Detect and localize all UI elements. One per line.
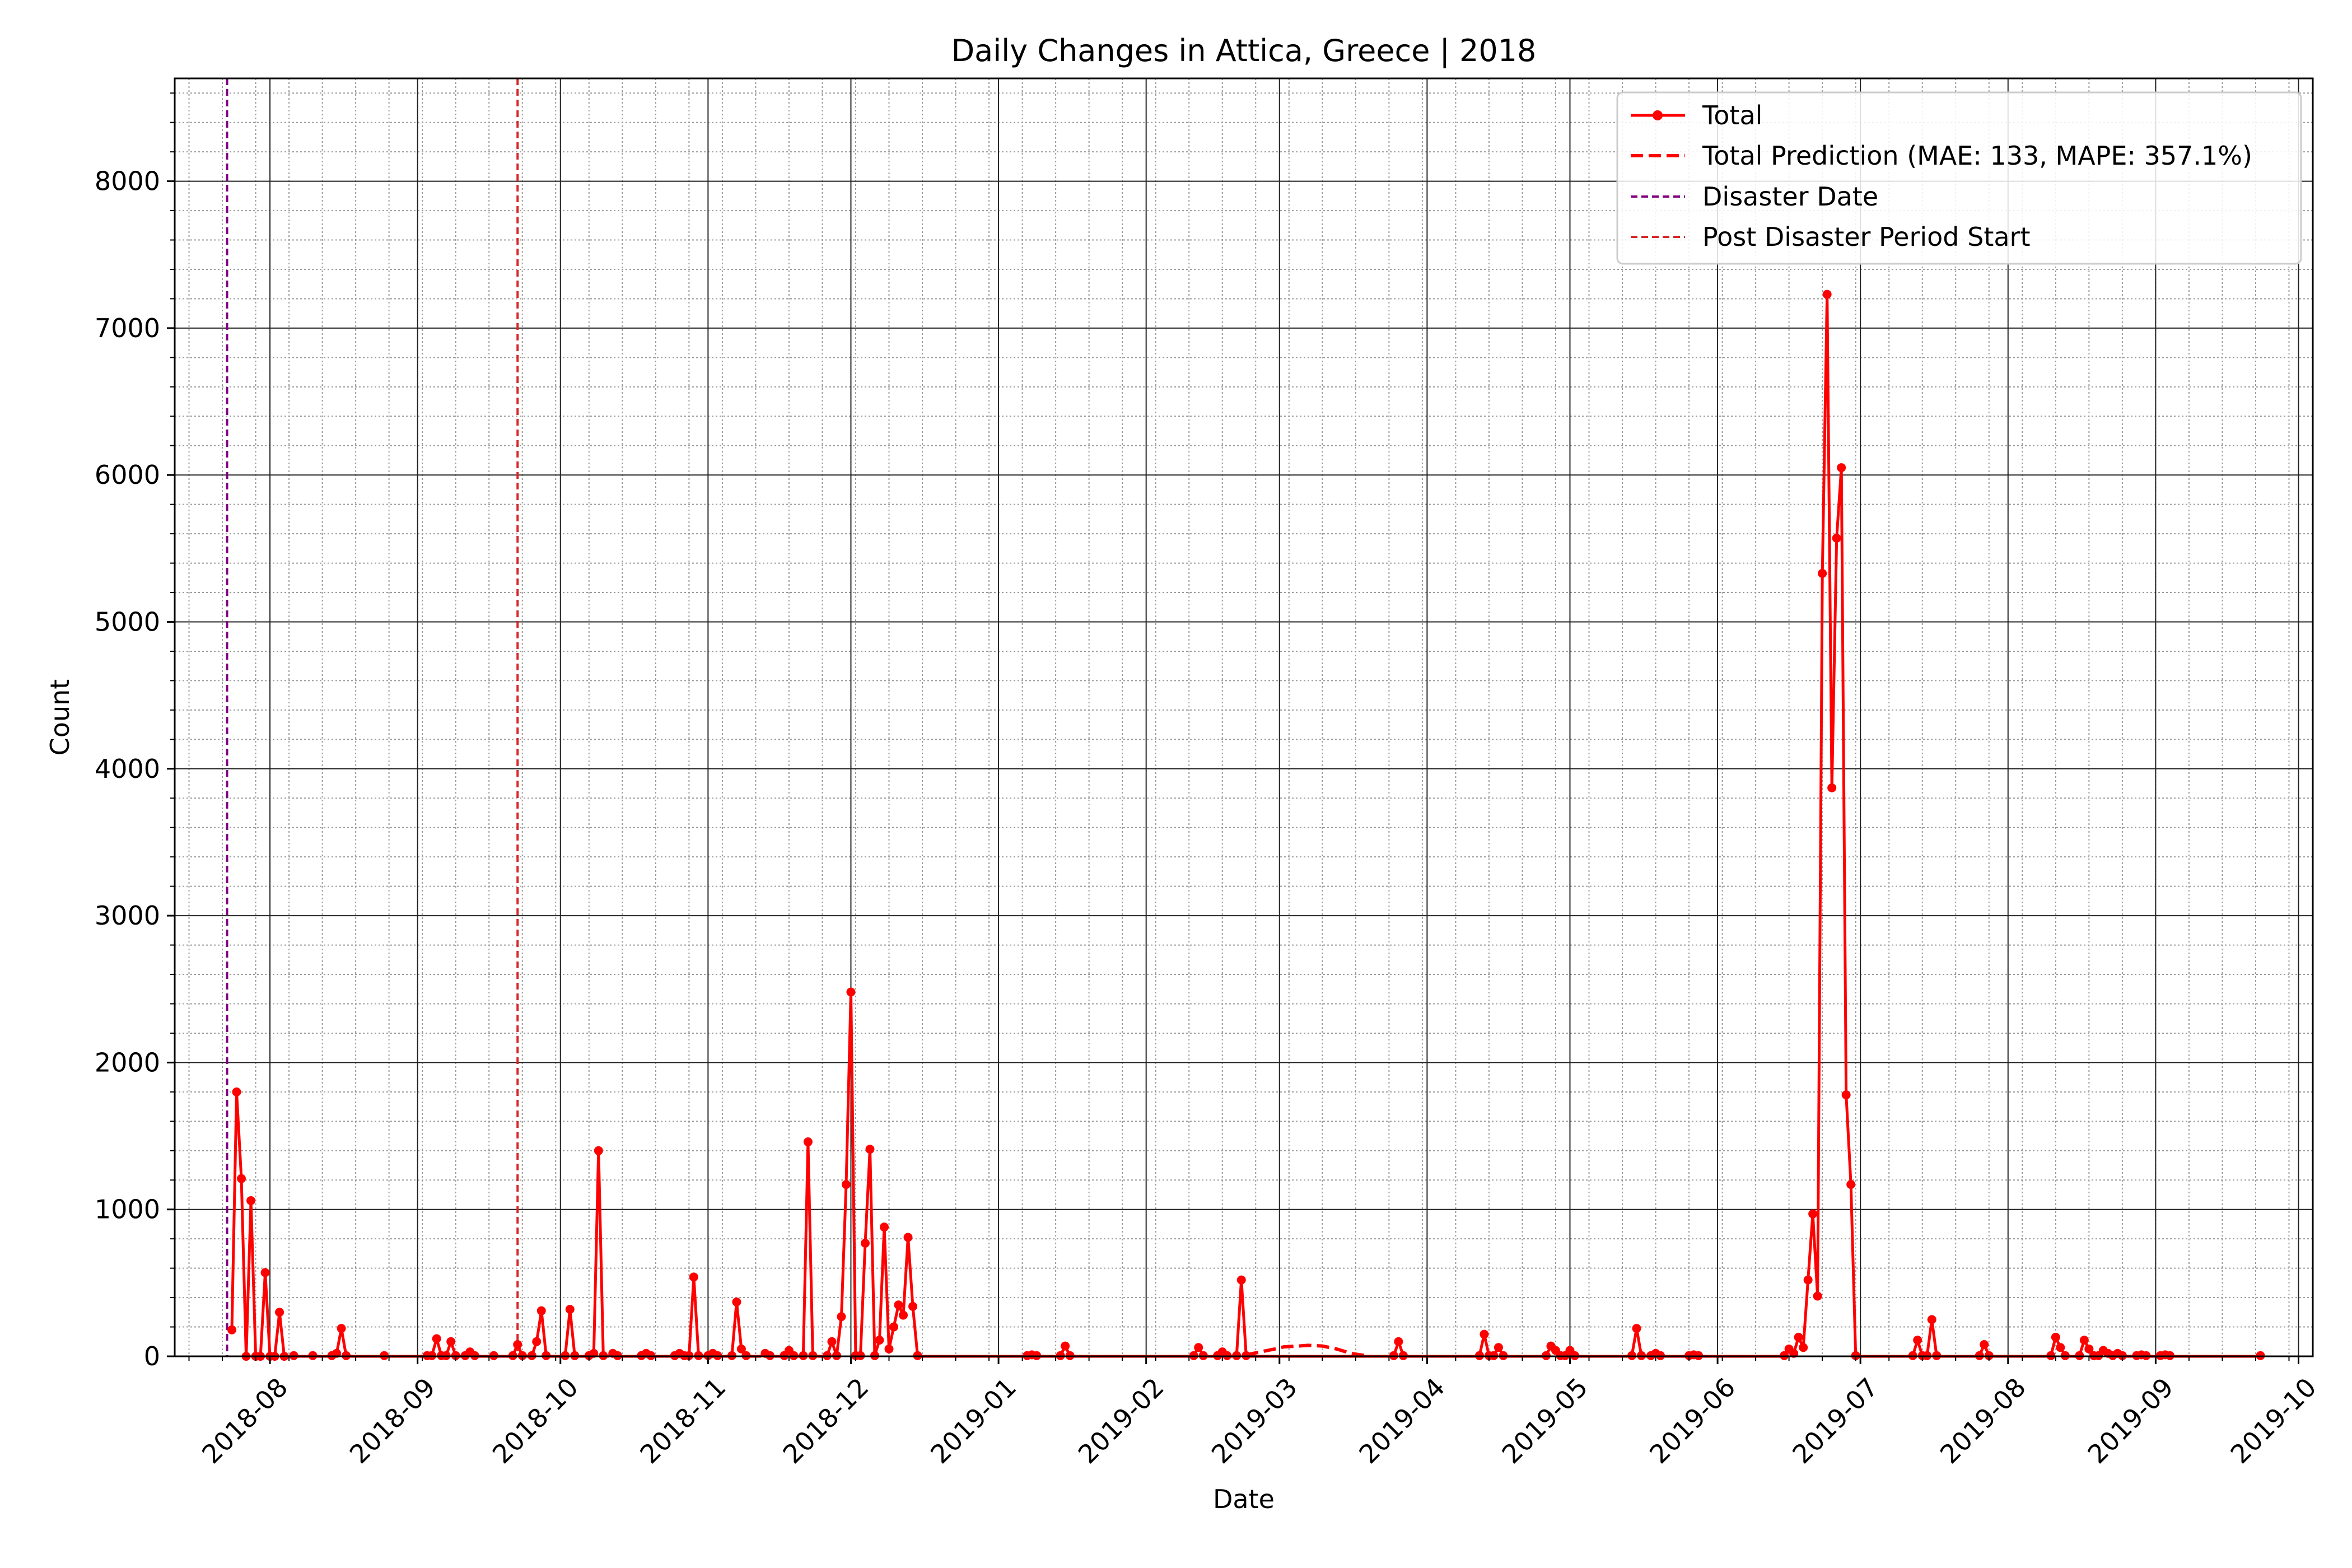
total-data-point: [1799, 1343, 1808, 1352]
total-data-point: [841, 1180, 851, 1189]
total-data-point: [736, 1344, 746, 1354]
minor-grid: [175, 78, 2313, 1356]
total-data-point: [232, 1087, 241, 1096]
total-data-point: [875, 1336, 884, 1345]
total-data-point: [1194, 1343, 1203, 1352]
total-data-point: [1837, 463, 1846, 473]
y-tick-label: 0: [144, 1341, 160, 1371]
total-data-point: [260, 1268, 270, 1277]
total-data-point: [1632, 1324, 1641, 1333]
y-tick-label: 5000: [95, 607, 160, 637]
plot-background: [175, 78, 2313, 1356]
total-data-point: [1236, 1275, 1246, 1285]
chart-title: Daily Changes in Attica, Greece | 2018: [951, 33, 1537, 68]
legend-disaster-label: Disaster Date: [1702, 181, 1878, 212]
total-data-point: [865, 1145, 875, 1154]
y-tick-label: 3000: [95, 900, 160, 931]
total-data-point: [1822, 290, 1832, 299]
total-data-point: [1818, 568, 1827, 578]
legend-post-label: Post Disaster Period Start: [1702, 222, 2031, 252]
total-data-point: [889, 1322, 899, 1332]
total-data-point: [899, 1310, 908, 1320]
y-tick-label: 8000: [95, 166, 160, 197]
total-data-point: [532, 1337, 542, 1346]
total-data-point: [275, 1308, 284, 1317]
total-data-point: [860, 1239, 870, 1248]
y-axis-label: Count: [45, 679, 75, 756]
y-tick-label: 6000: [95, 460, 160, 490]
total-data-point: [827, 1337, 837, 1346]
total-data-point: [536, 1306, 546, 1315]
total-data-point: [1841, 1090, 1851, 1100]
total-data-point: [246, 1196, 256, 1205]
total-data-point: [894, 1300, 903, 1310]
total-data-point: [2056, 1343, 2065, 1352]
total-data-point: [2084, 1344, 2094, 1354]
total-data-point: [837, 1312, 846, 1322]
vertical-reference-lines: [226, 78, 519, 1356]
total-data-point: [2079, 1336, 2089, 1345]
total-data-point: [227, 1325, 237, 1334]
legend: Total Total Prediction (MAE: 133, MAPE: …: [1616, 91, 2302, 265]
x-axis-label: Date: [1213, 1484, 1275, 1514]
total-data-point: [1832, 533, 1841, 543]
y-tick-label: 1000: [95, 1194, 160, 1225]
total-data-point: [1980, 1340, 1989, 1350]
total-data-point: [1494, 1343, 1503, 1352]
total-data-point: [237, 1174, 246, 1183]
legend-total-marker: [1653, 110, 1663, 120]
total-data-point: [337, 1324, 346, 1333]
y-tick-label: 4000: [95, 754, 160, 784]
total-data-point: [446, 1337, 456, 1346]
plot-frame: [174, 77, 2314, 1357]
total-data-point: [846, 987, 856, 997]
total-data-point: [1927, 1315, 1936, 1324]
total-data-point: [513, 1340, 522, 1350]
total-data-point: [594, 1146, 603, 1155]
total-data-point: [2051, 1332, 2060, 1342]
prediction-series-line: [1245, 1343, 1366, 1357]
total-data-point: [903, 1233, 913, 1242]
total-data-point: [1480, 1329, 1489, 1339]
legend-prediction-label: Total Prediction (MAE: 133, MAPE: 357.1%…: [1702, 141, 2252, 171]
total-data-point: [1846, 1180, 1856, 1189]
total-data-point: [803, 1137, 813, 1147]
total-data-point: [1061, 1341, 1070, 1351]
total-data-point: [908, 1301, 918, 1311]
total-data-point: [1813, 1291, 1822, 1301]
y-tick-label: 7000: [95, 313, 160, 343]
legend-total-label: Total: [1702, 100, 1762, 130]
total-data-point: [1827, 783, 1837, 792]
total-data-point: [732, 1297, 741, 1306]
legend-frame: [1616, 91, 2302, 265]
total-data-point: [1803, 1275, 1813, 1285]
total-data-point: [1913, 1336, 1922, 1345]
total-data-point: [565, 1305, 575, 1314]
y-tick-label: 2000: [95, 1047, 160, 1077]
total-data-point: [432, 1334, 441, 1343]
total-data-point: [884, 1344, 894, 1354]
total-data-point: [689, 1272, 698, 1282]
total-data-point: [879, 1222, 889, 1232]
total-data-point: [1394, 1337, 1403, 1346]
total-data-point: [1794, 1332, 1803, 1342]
total-data-point: [1808, 1209, 1818, 1219]
